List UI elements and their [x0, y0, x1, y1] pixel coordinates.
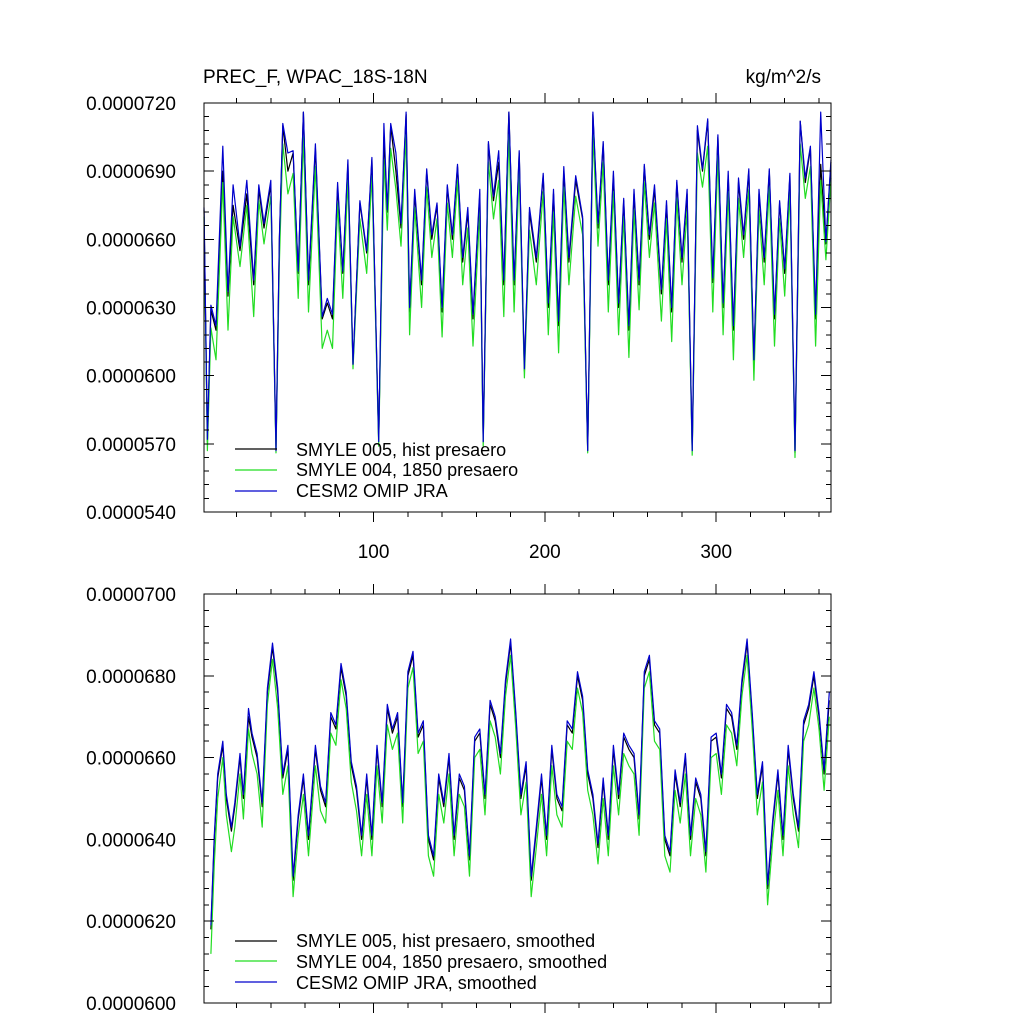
- plot-top: 0.0000540 0.0000570 0.0000600 0.0000630 0.00…: [86, 93, 832, 563]
- y-tick-label-top-3: 0.0000630: [86, 299, 176, 320]
- legend-top-label-jra: CESM2 OMIP JRA: [296, 481, 448, 501]
- legend-bottom-label-hist: SMYLE 005, hist presaero, smoothed: [296, 931, 595, 951]
- y-tick-label-bottom-0: 0.0000600: [86, 994, 176, 1015]
- series-line-bottom-1: [210, 654, 830, 954]
- plot-bottom: 0.0000600 0.0000620 0.0000640 0.0000660 0.00…: [86, 584, 832, 1015]
- legend-top-label-hist: SMYLE 005, hist presaero: [296, 440, 506, 460]
- plot-frame-bottom: [203, 593, 832, 1004]
- legend-top-label-1850: SMYLE 004, 1850 presaero: [296, 460, 518, 480]
- panel-top-title: PREC_F, WPAC_18S-18N: [203, 67, 428, 88]
- x-tick-label-top-0: 100: [358, 542, 390, 563]
- x-tick-label-top-1: 200: [529, 542, 561, 563]
- panel-bottom: 0.0000600 0.0000620 0.0000640 0.0000660 0.00…: [86, 584, 832, 1015]
- legend-bottom-label-jra: CESM2 OMIP JRA, smoothed: [296, 973, 537, 993]
- panel-top: PREC_F, WPAC_18S-18N kg/m^2/s 0.00005400…: [86, 67, 832, 563]
- y-tick-label-top-1: 0.0000570: [86, 435, 176, 456]
- series-line-bottom-2: [210, 638, 830, 926]
- y-tick-label-top-0: 0.0000540: [86, 503, 176, 524]
- y-tick-label-bottom-3: 0.0000660: [86, 749, 176, 770]
- y-tick-label-top-6: 0.0000720: [86, 94, 176, 115]
- y-tick-label-top-5: 0.0000690: [86, 162, 176, 183]
- y-tick-label-bottom-4: 0.0000680: [86, 667, 176, 688]
- y-tick-label-bottom-5: 0.0000700: [86, 585, 176, 606]
- y-tick-label-bottom-2: 0.0000640: [86, 830, 176, 851]
- y-tick-label-top-4: 0.0000660: [86, 230, 176, 251]
- x-tick-label-top-2: 300: [700, 542, 732, 563]
- legend-top: SMYLE 005, hist presaero SMYLE 004, 1850…: [235, 440, 518, 501]
- series-line-top-1: [203, 134, 832, 459]
- y-tick-label-bottom-1: 0.0000620: [86, 912, 176, 933]
- y-tick-label-top-2: 0.0000600: [86, 367, 176, 388]
- legend-bottom: SMYLE 005, hist presaero, smoothed SMYLE…: [235, 931, 607, 993]
- legend-bottom-label-1850: SMYLE 004, 1850 presaero, smoothed: [296, 952, 607, 972]
- panel-top-units: kg/m^2/s: [746, 67, 821, 88]
- series-line-top-2: [203, 111, 832, 452]
